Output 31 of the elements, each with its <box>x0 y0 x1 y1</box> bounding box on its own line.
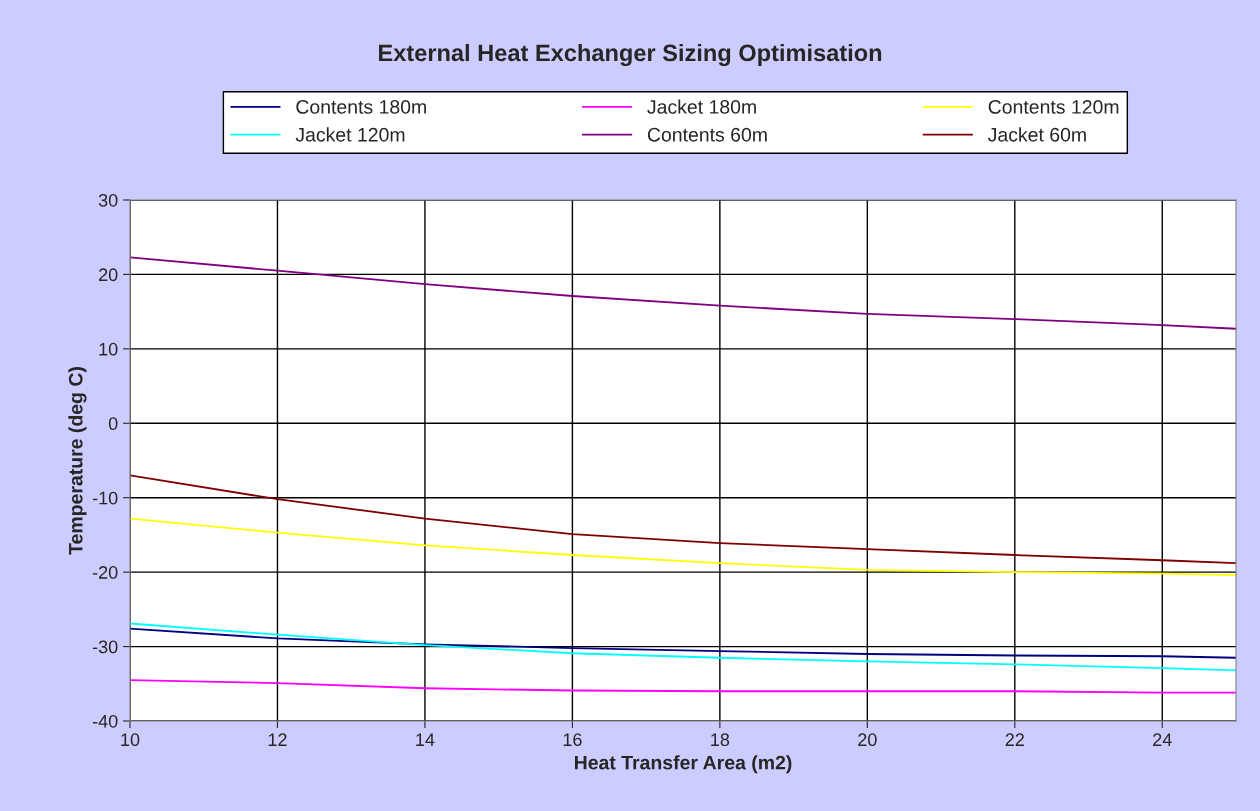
x-tick-label: 22 <box>1005 733 1024 746</box>
y-tick-label: -30 <box>92 640 118 654</box>
x-tick-label: 12 <box>268 733 287 746</box>
y-tick-label: 10 <box>99 342 118 356</box>
x-tick-label: 10 <box>121 733 140 747</box>
legend-label: Contents 120m <box>988 100 1119 114</box>
legend-label: Contents 60m <box>647 127 767 142</box>
x-tick-label: 14 <box>416 733 435 746</box>
y-tick-label: 0 <box>108 417 118 431</box>
x-tick-label: 24 <box>1153 733 1172 746</box>
y-tick-label: -20 <box>92 566 118 579</box>
y-tick-label: -40 <box>92 714 118 728</box>
x-tick-label: 20 <box>858 733 877 747</box>
legend-label: Contents 180m <box>296 100 426 114</box>
line-series <box>130 679 1236 694</box>
line-series <box>130 474 1236 565</box>
x-tick-label: 16 <box>563 733 582 747</box>
legend-label: Jacket 60m <box>987 127 1086 142</box>
line-series <box>130 627 1236 659</box>
line-series <box>130 622 1236 672</box>
chart-title: External Heat Exchanger Sizing Optimisation <box>379 43 882 67</box>
line-series <box>130 256 1236 330</box>
x-axis-title: Heat Transfer Area (m2) <box>574 755 792 774</box>
y-tick-label: -10 <box>92 491 118 505</box>
legend-label: Jacket 180m <box>647 99 756 114</box>
y-axis-title: Temperature (deg C) <box>68 367 87 555</box>
legend-label: Jacket 120m <box>295 127 405 142</box>
x-tick-label: 18 <box>711 733 730 747</box>
y-tick-label: 30 <box>98 193 118 207</box>
line-series <box>130 517 1236 577</box>
y-tick-label: 20 <box>99 268 118 282</box>
